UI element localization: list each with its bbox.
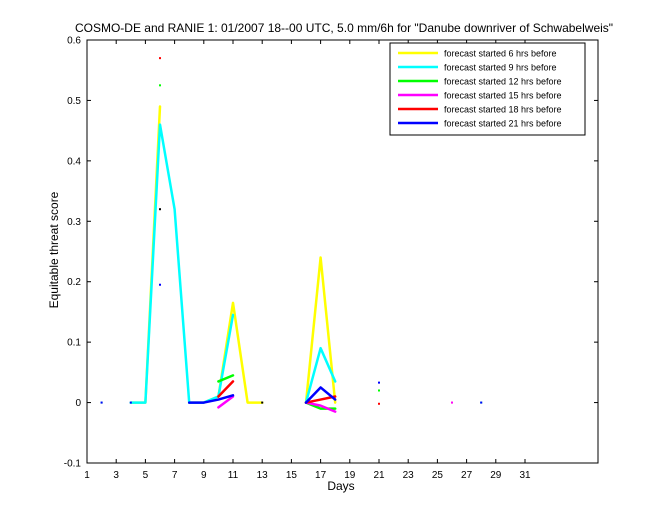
x-tick-label: 31 — [519, 470, 531, 481]
series-line — [304, 401, 337, 413]
legend-item: forecast started 9 hrs before — [398, 63, 557, 73]
legend-item: forecast started 18 hrs before — [398, 105, 562, 115]
chart-title: COSMO-DE and RANIE 1: 01/2007 18--00 UTC… — [75, 21, 613, 35]
data-point — [378, 381, 380, 384]
series-line — [129, 123, 235, 404]
data-point — [159, 283, 161, 286]
legend-label: forecast started 6 hrs before — [444, 49, 557, 59]
series-4 — [217, 395, 453, 413]
y-tick-label: -0.1 — [64, 459, 82, 470]
x-tick-label: 17 — [315, 470, 327, 481]
y-axis-label: Equitable threat score — [47, 191, 61, 308]
data-point — [378, 389, 380, 392]
x-tick-label: 15 — [286, 470, 298, 481]
legend-item: forecast started 15 hrs before — [398, 91, 562, 101]
x-axis-label: Days — [327, 479, 354, 493]
legend-item: forecast started 6 hrs before — [398, 49, 557, 59]
x-tick-label: 7 — [172, 470, 178, 481]
x-tick-label: 1 — [84, 470, 90, 481]
legend-label: forecast started 12 hrs before — [444, 77, 562, 87]
x-tick-label: 29 — [490, 470, 502, 481]
legend-label: forecast started 15 hrs before — [444, 91, 562, 101]
y-tick-label: 0.3 — [67, 217, 81, 228]
legend-box — [389, 42, 586, 136]
x-tick-label: 19 — [344, 470, 356, 481]
series-5 — [159, 57, 380, 405]
series-6 — [100, 283, 483, 404]
axes-box — [86, 39, 599, 464]
x-tick-label: 9 — [201, 470, 207, 481]
data-point — [159, 57, 161, 60]
series-line — [304, 386, 337, 404]
y-tick-label: 0.6 — [67, 36, 81, 47]
y-tick-label: 0.4 — [67, 156, 81, 167]
series-line — [217, 380, 235, 398]
data-point — [378, 402, 380, 405]
y-tick-label: 0.1 — [67, 338, 81, 349]
data-point — [100, 401, 103, 404]
x-tick-label: 25 — [432, 470, 444, 481]
x-tick-label: 21 — [373, 470, 385, 481]
data-point — [129, 401, 132, 404]
y-tick-label: 0.2 — [67, 277, 81, 288]
x-tick-label: 5 — [143, 470, 149, 481]
legend-item: forecast started 21 hrs before — [398, 119, 562, 129]
x-tick-label: 3 — [113, 470, 119, 481]
data-point — [159, 208, 161, 211]
data-point — [480, 401, 483, 404]
series-line — [217, 374, 235, 383]
legend: forecast started 6 hrs before forecast st… — [389, 42, 586, 136]
legend-label: forecast started 18 hrs before — [444, 105, 562, 115]
data-point — [261, 401, 264, 404]
data-point — [451, 401, 453, 404]
series-line — [304, 256, 337, 404]
legend-label: forecast started 21 hrs before — [444, 119, 562, 129]
plot-area: 1 3 5 7 9 11 13 15 17 19 21 23 25 27 29 31-0.100.10.20.… — [64, 36, 599, 481]
series-line — [304, 346, 337, 404]
x-tick-label: 23 — [403, 470, 415, 481]
x-tick-label: 11 — [228, 470, 239, 481]
legend-item: forecast started 12 hrs before — [398, 77, 562, 87]
x-tick-label: 27 — [461, 470, 473, 481]
series-line — [187, 394, 235, 404]
data-point — [159, 84, 161, 87]
series-line — [217, 395, 235, 409]
y-tick-label: 0.5 — [67, 96, 81, 107]
series-line — [304, 395, 337, 404]
y-tick-label: 0 — [75, 398, 81, 409]
x-tick-label: 13 — [257, 470, 269, 481]
legend-label: forecast started 9 hrs before — [444, 63, 557, 73]
